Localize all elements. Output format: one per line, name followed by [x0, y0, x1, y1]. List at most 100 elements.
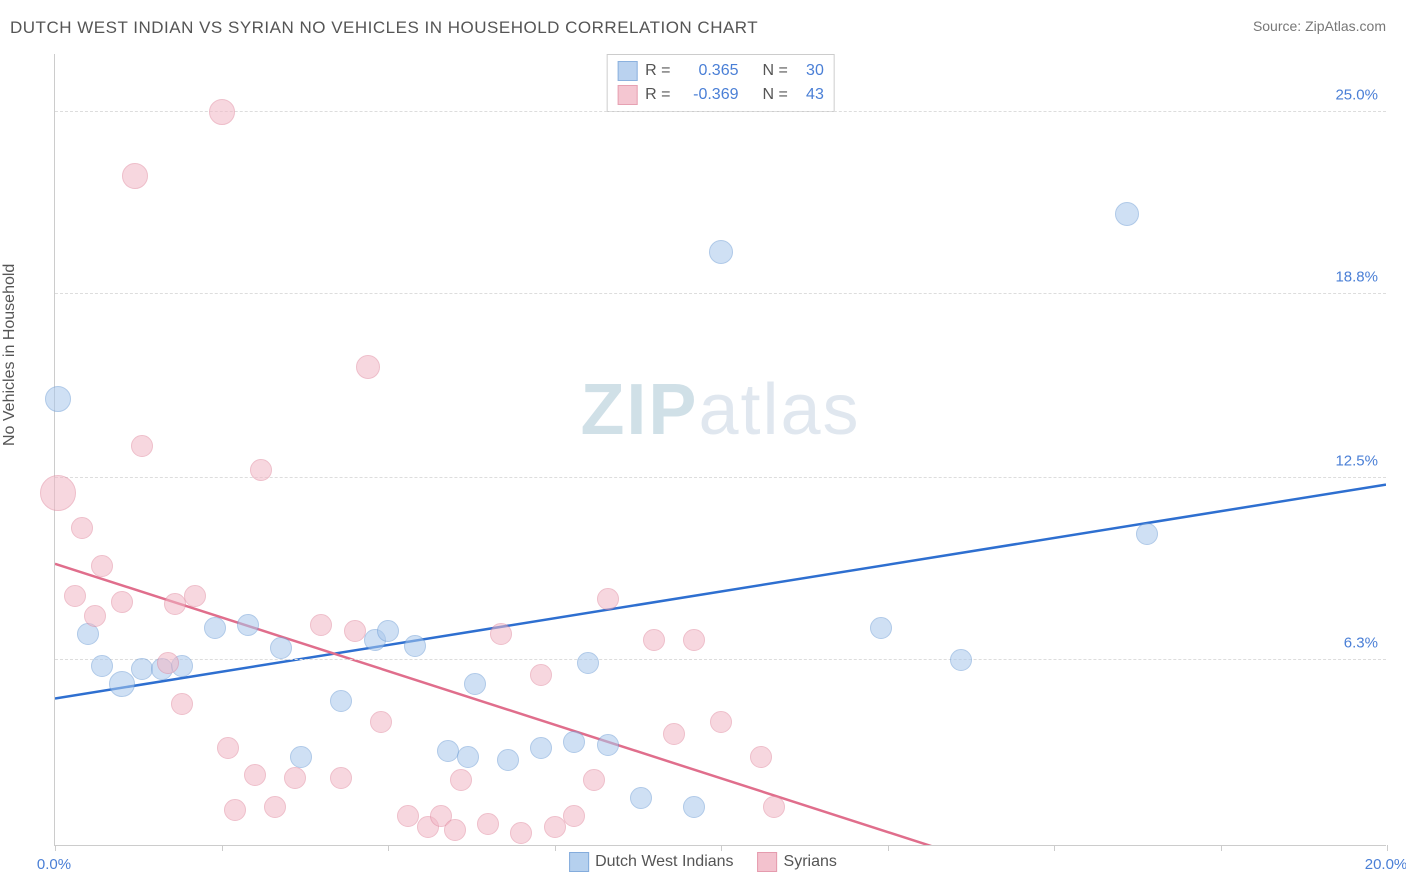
data-point [237, 614, 259, 636]
x-tick-mark [1221, 845, 1222, 851]
watermark: ZIPatlas [580, 369, 860, 451]
legend-swatch [617, 61, 637, 81]
data-point [477, 813, 499, 835]
data-point [709, 240, 733, 264]
data-point [530, 664, 552, 686]
data-point [344, 620, 366, 642]
data-point [330, 690, 352, 712]
data-point [530, 737, 552, 759]
stats-legend-row: R =0.365N =30 [617, 59, 824, 83]
r-value: 0.365 [679, 59, 739, 83]
y-gridline [55, 659, 1386, 660]
data-point [171, 693, 193, 715]
data-point [597, 588, 619, 610]
x-tick-mark [888, 845, 889, 851]
data-point [544, 816, 566, 838]
legend-swatch [569, 852, 589, 872]
data-point [91, 555, 113, 577]
r-label: R = [645, 83, 670, 107]
data-point [250, 459, 272, 481]
data-point [1115, 202, 1139, 226]
n-label: N = [763, 83, 788, 107]
watermark-zip: ZIP [580, 370, 698, 450]
x-tick-mark [721, 845, 722, 851]
data-point [91, 655, 113, 677]
stats-legend-row: R = -0.369 N = 43 [617, 83, 824, 107]
data-point [950, 649, 972, 671]
data-point [397, 805, 419, 827]
y-tick-label: 6.3% [1344, 635, 1378, 652]
legend-swatch [758, 852, 778, 872]
data-point [71, 517, 93, 539]
y-tick-label: 12.5% [1335, 453, 1378, 470]
data-point [563, 805, 585, 827]
data-point [597, 734, 619, 756]
data-point [84, 605, 106, 627]
data-point [204, 617, 226, 639]
y-axis-label: No Vehicles in Household [1, 264, 19, 446]
n-label: N = [763, 59, 788, 83]
data-point [330, 767, 352, 789]
data-point [40, 475, 76, 511]
data-point [122, 163, 148, 189]
data-point [131, 435, 153, 457]
data-point [284, 767, 306, 789]
series-legend: Dutch West Indians Syrians [569, 852, 837, 872]
x-tick-mark [1054, 845, 1055, 851]
n-value: 30 [796, 59, 824, 83]
data-point [356, 355, 380, 379]
data-point [497, 749, 519, 771]
y-tick-label: 25.0% [1335, 86, 1378, 103]
data-point [450, 769, 472, 791]
data-point [577, 652, 599, 674]
legend-label: Syrians [784, 853, 837, 871]
data-point [131, 658, 153, 680]
data-point [164, 593, 186, 615]
data-point [750, 746, 772, 768]
x-tick-label: 20.0% [1365, 856, 1406, 873]
source-prefix: Source: [1253, 18, 1305, 34]
x-tick-mark [555, 845, 556, 851]
data-point [663, 723, 685, 745]
x-tick-mark [388, 845, 389, 851]
data-point [184, 585, 206, 607]
y-tick-label: 18.8% [1335, 268, 1378, 285]
trend-line [55, 485, 1386, 699]
data-point [870, 617, 892, 639]
data-point [111, 591, 133, 613]
plot-area: ZIPatlas R = 0.365 N = 30R = -0.369 N = 43 6.3… [54, 54, 1386, 846]
x-tick-mark [222, 845, 223, 851]
x-tick-mark [55, 845, 56, 851]
legend-item: Dutch West Indians [569, 852, 733, 872]
source-attribution: Source: ZipAtlas.com [1253, 18, 1386, 34]
data-point [710, 711, 732, 733]
legend-swatch [617, 85, 637, 105]
data-point [157, 652, 179, 674]
legend-item: Syrians [758, 852, 837, 872]
source-link[interactable]: ZipAtlas.com [1305, 18, 1386, 34]
data-point [404, 635, 426, 657]
data-point [45, 386, 71, 412]
legend-label: Dutch West Indians [595, 853, 733, 871]
r-value: -0.369 [679, 83, 739, 107]
y-gridline [55, 293, 1386, 294]
data-point [217, 737, 239, 759]
data-point [370, 711, 392, 733]
data-point [583, 769, 605, 791]
n-value: 43 [796, 83, 824, 107]
data-point [643, 629, 665, 651]
y-gridline [55, 111, 1386, 112]
data-point [683, 796, 705, 818]
data-point [490, 623, 512, 645]
watermark-atlas: atlas [698, 370, 860, 450]
data-point [224, 799, 246, 821]
x-tick-mark [1387, 845, 1388, 851]
stats-legend: R = 0.365 N = 30R = -0.369 N = 43 [606, 54, 835, 112]
data-point [244, 764, 266, 786]
data-point [457, 746, 479, 768]
data-point [437, 740, 459, 762]
chart-title: DUTCH WEST INDIAN VS SYRIAN NO VEHICLES … [10, 18, 758, 38]
chart-container: DUTCH WEST INDIAN VS SYRIAN NO VEHICLES … [0, 0, 1406, 892]
data-point [510, 822, 532, 844]
data-point [683, 629, 705, 651]
